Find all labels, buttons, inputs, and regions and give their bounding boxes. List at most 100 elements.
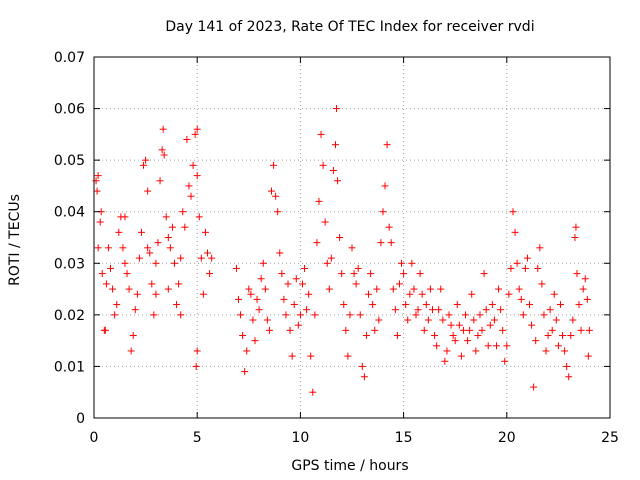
data-point [278, 270, 286, 278]
data-point [573, 270, 581, 278]
data-point [346, 311, 354, 319]
data-point [360, 373, 368, 381]
data-point [115, 228, 123, 236]
x-tick-label: 15 [395, 430, 413, 446]
data-point [263, 316, 271, 324]
x-tick-labels: 0 5 10 15 20 25 [90, 430, 619, 446]
data-point [379, 208, 387, 216]
data-point [367, 270, 375, 278]
data-point [352, 280, 360, 288]
data-point [98, 270, 106, 278]
data-point [385, 223, 393, 231]
data-point [546, 306, 554, 314]
data-point [142, 156, 150, 164]
data-point [532, 337, 540, 345]
data-point [94, 244, 102, 252]
data-point [234, 295, 242, 303]
data-point [329, 166, 337, 174]
data-point [583, 295, 591, 303]
data-point [511, 228, 519, 236]
data-point [327, 254, 335, 262]
data-point [441, 357, 449, 365]
data-point [146, 249, 154, 257]
data-point [517, 295, 525, 303]
data-point [426, 285, 434, 293]
data-point [457, 352, 465, 360]
data-point [315, 197, 323, 205]
data-point [497, 306, 505, 314]
data-point [395, 280, 403, 288]
data-point [548, 326, 556, 334]
data-point [156, 177, 164, 185]
data-point [201, 228, 209, 236]
data-point [333, 105, 341, 113]
data-point [412, 311, 420, 319]
data-point [559, 331, 567, 339]
data-point [197, 254, 205, 262]
data-point [290, 301, 298, 309]
data-point [534, 264, 542, 272]
data-point [111, 311, 119, 319]
data-point [265, 326, 273, 334]
data-point [168, 223, 176, 231]
data-point [474, 331, 482, 339]
data-point [243, 347, 251, 355]
data-point [356, 311, 364, 319]
plot-frame [93, 56, 611, 419]
data-point [571, 234, 579, 241]
data-point [486, 321, 494, 329]
data-point [195, 213, 203, 221]
data-point [530, 383, 538, 391]
data-point [387, 239, 395, 247]
data-point [284, 280, 292, 288]
data-point [528, 321, 536, 329]
x-tick-label: 0 [90, 430, 99, 446]
x-tick-label: 25 [601, 430, 619, 446]
data-point [544, 331, 552, 339]
data-point [294, 321, 302, 329]
data-point [319, 161, 327, 169]
data-point [245, 285, 253, 293]
data-point [499, 326, 507, 334]
data-point [567, 331, 575, 339]
data-point [93, 187, 101, 195]
data-point [276, 249, 284, 257]
x-tick-label: 10 [291, 430, 309, 446]
y-tick-label: 0.05 [54, 153, 85, 169]
data-point [459, 326, 467, 334]
data-point [127, 347, 135, 355]
data-point [135, 254, 143, 262]
data-point [462, 311, 470, 319]
data-point [159, 125, 167, 133]
data-point [286, 326, 294, 334]
data-point [536, 244, 544, 252]
data-point [301, 264, 309, 272]
data-point [575, 301, 583, 309]
axis-ticks [93, 56, 611, 419]
y-tick-labels: 0 0.01 0.02 0.03 0.04 0.05 0.06 0.07 [54, 50, 85, 427]
data-point [398, 259, 406, 267]
data-point [232, 264, 240, 272]
data-point [109, 285, 117, 293]
data-point [181, 223, 189, 231]
data-point [336, 234, 344, 241]
data-point [152, 259, 160, 267]
data-point [540, 311, 548, 319]
data-point [162, 213, 170, 221]
data-point [375, 316, 383, 324]
y-tick-label: 0.04 [54, 205, 85, 221]
data-point [140, 161, 148, 169]
data-point [358, 362, 366, 370]
data-point [400, 270, 408, 278]
data-point [552, 316, 560, 324]
data-point [478, 326, 486, 334]
data-point [422, 301, 430, 309]
data-point [282, 311, 290, 319]
data-point [519, 311, 527, 319]
data-point [166, 244, 174, 252]
data-point [173, 301, 181, 309]
data-point [121, 259, 129, 267]
data-point [393, 331, 401, 339]
data-point [470, 316, 478, 324]
